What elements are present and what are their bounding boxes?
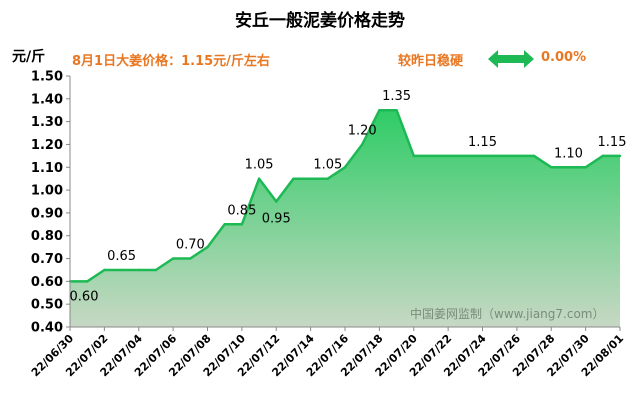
data-label: 1.15 xyxy=(598,135,627,150)
data-point xyxy=(137,268,140,272)
data-point xyxy=(120,268,123,272)
y-tick-label: 0.40 xyxy=(31,321,63,336)
change-value: 0.00% xyxy=(541,50,587,65)
y-tick-label: 0.80 xyxy=(31,229,63,244)
data-point xyxy=(309,177,312,180)
data-point xyxy=(618,154,622,158)
y-tick-label: 0.70 xyxy=(31,252,63,267)
y-tick-label: 1.50 xyxy=(31,70,63,85)
data-point xyxy=(481,154,484,158)
y-tick-label: 1.00 xyxy=(31,184,63,199)
data-point xyxy=(567,166,570,169)
data-label: 1.35 xyxy=(382,89,411,104)
data-point xyxy=(154,268,158,272)
data-point xyxy=(515,154,519,158)
data-point xyxy=(189,257,192,260)
data-point xyxy=(429,154,433,158)
y-axis-unit-label: 元/斤 xyxy=(12,49,46,65)
change-note: 较昨日稳硬 xyxy=(398,54,464,69)
y-tick-label: 1.40 xyxy=(31,92,63,107)
data-point xyxy=(103,268,106,272)
data-label: 1.05 xyxy=(245,158,274,173)
data-point xyxy=(378,109,381,112)
data-point xyxy=(86,280,89,283)
data-point xyxy=(498,154,501,158)
data-point xyxy=(412,154,415,158)
price-note: 8月1日大姜价格：1.15元/斤左右 xyxy=(72,54,270,69)
y-tick-label: 0.60 xyxy=(31,275,63,290)
data-label: 1.20 xyxy=(348,123,377,138)
data-label: 0.65 xyxy=(107,249,136,264)
watermark: 中国姜网监制（www.jiang7.com） xyxy=(410,307,605,321)
data-label: 1.15 xyxy=(468,135,497,150)
y-tick-label: 1.30 xyxy=(31,115,63,130)
area-fill xyxy=(70,110,620,327)
data-point xyxy=(464,154,467,158)
chart-title: 安丘一般泥姜价格走势 xyxy=(235,11,405,31)
data-label: 1.10 xyxy=(554,146,583,161)
data-label: 1.05 xyxy=(313,158,342,173)
data-point xyxy=(171,257,175,260)
data-point xyxy=(275,200,278,203)
y-tick-label: 0.50 xyxy=(31,298,63,313)
data-point xyxy=(343,166,347,169)
data-point xyxy=(584,166,587,169)
data-label: 0.60 xyxy=(70,289,99,304)
data-point xyxy=(257,177,261,180)
data-point xyxy=(223,223,226,226)
data-point xyxy=(240,223,244,226)
data-point xyxy=(395,109,398,112)
double-arrow-icon xyxy=(488,50,534,68)
y-tick-label: 1.20 xyxy=(31,138,63,153)
data-point xyxy=(550,166,553,169)
data-point xyxy=(206,245,209,249)
data-label: 0.85 xyxy=(227,203,256,218)
data-point xyxy=(446,154,450,158)
data-label: 0.95 xyxy=(262,212,291,227)
data-label: 0.70 xyxy=(176,238,205,253)
y-tick-label: 1.10 xyxy=(31,161,63,176)
data-point xyxy=(292,177,295,180)
data-point xyxy=(532,154,536,158)
data-point xyxy=(601,154,604,158)
y-tick-label: 0.90 xyxy=(31,206,63,221)
data-point xyxy=(361,143,364,146)
data-point xyxy=(326,177,329,180)
